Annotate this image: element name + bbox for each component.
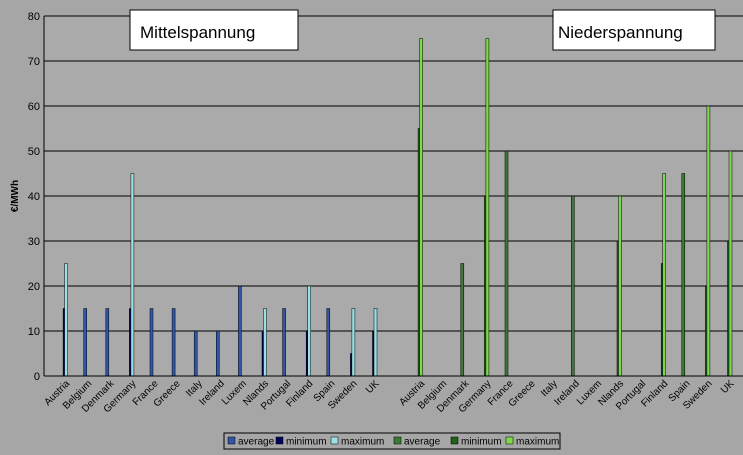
panel-label-mittelspannung-text: Mittelspannung [140, 23, 255, 42]
y-tick-label: 50 [28, 146, 40, 158]
legend-swatch [505, 436, 514, 445]
legend-label: minimum [461, 437, 502, 448]
bar-0-average-belgium [83, 308, 87, 377]
y-tick-label: 60 [28, 101, 40, 113]
y-tick-label: 0 [34, 371, 40, 383]
bar-1-average-france [504, 150, 509, 377]
bar-0-average-denmark [105, 308, 110, 377]
bar-1-maximum-nlands [618, 195, 622, 377]
bar-0-maximum-sweden [351, 308, 356, 377]
bar-1-maximum-uk [728, 150, 733, 377]
bars [62, 38, 733, 377]
legend-swatch [393, 436, 402, 445]
legend-swatch [330, 436, 339, 445]
bar-0-average-italy [193, 330, 198, 377]
legend-label: average [404, 437, 441, 448]
x-tick-label: UK [364, 378, 382, 396]
y-tick-labels: 0 10 20 30 40 50 60 70 80 [28, 11, 40, 383]
y-tick-label: 80 [28, 11, 40, 23]
bar-1-average-spain [681, 173, 686, 377]
y-tick-label: 40 [28, 191, 40, 203]
bar-0-maximum-uk [373, 308, 378, 377]
bar-0-average-greece [171, 308, 176, 377]
bar-0-average-ireland [216, 330, 220, 377]
legend-label: average [238, 437, 275, 448]
legend: average minimum maximum average minimum maxim… [223, 432, 561, 450]
legend-label: maximum [341, 437, 384, 448]
panel-label-mittelspannung: Mittelspannung [129, 9, 299, 51]
bar-1-maximum-sweden [706, 105, 711, 377]
legend-label: minimum [286, 437, 327, 448]
bar-0-average-luxem [238, 285, 242, 377]
panel-label-niederspannung: Niederspannung [552, 9, 716, 51]
bar-0-average-portugal [282, 308, 286, 377]
legend-swatch [275, 436, 284, 445]
y-tick-label: 30 [28, 236, 40, 248]
bar-1-maximum-finland [662, 173, 666, 377]
panel-label-niederspannung-text: Niederspannung [558, 23, 683, 42]
bar-0-average-spain [326, 308, 331, 377]
legend-swatch [227, 436, 236, 445]
y-tick-label: 70 [28, 56, 40, 68]
x-tick-label: UK [719, 378, 737, 396]
x-tick-labels: AustriaBelgiumDenmarkGermanyFranceGreece… [42, 378, 736, 416]
y-tick-label: 20 [28, 281, 40, 293]
bar-0-maximum-finland [307, 285, 311, 377]
bar-1-maximum-austria [419, 38, 423, 377]
bar-0-average-france [149, 308, 154, 377]
bar-1-average-ireland [571, 195, 575, 377]
bar-0-maximum-germany [130, 173, 135, 377]
y-tick-label: 10 [28, 326, 40, 338]
y-axis-label: €/MWh [10, 180, 21, 212]
bar-0-maximum-austria [64, 263, 68, 377]
legend-label: maximum [516, 437, 559, 448]
legend-swatch [450, 436, 459, 445]
bar-0-maximum-nlands [263, 308, 267, 377]
bar-1-average-denmark [460, 263, 465, 377]
bar-1-maximum-germany [485, 38, 490, 377]
